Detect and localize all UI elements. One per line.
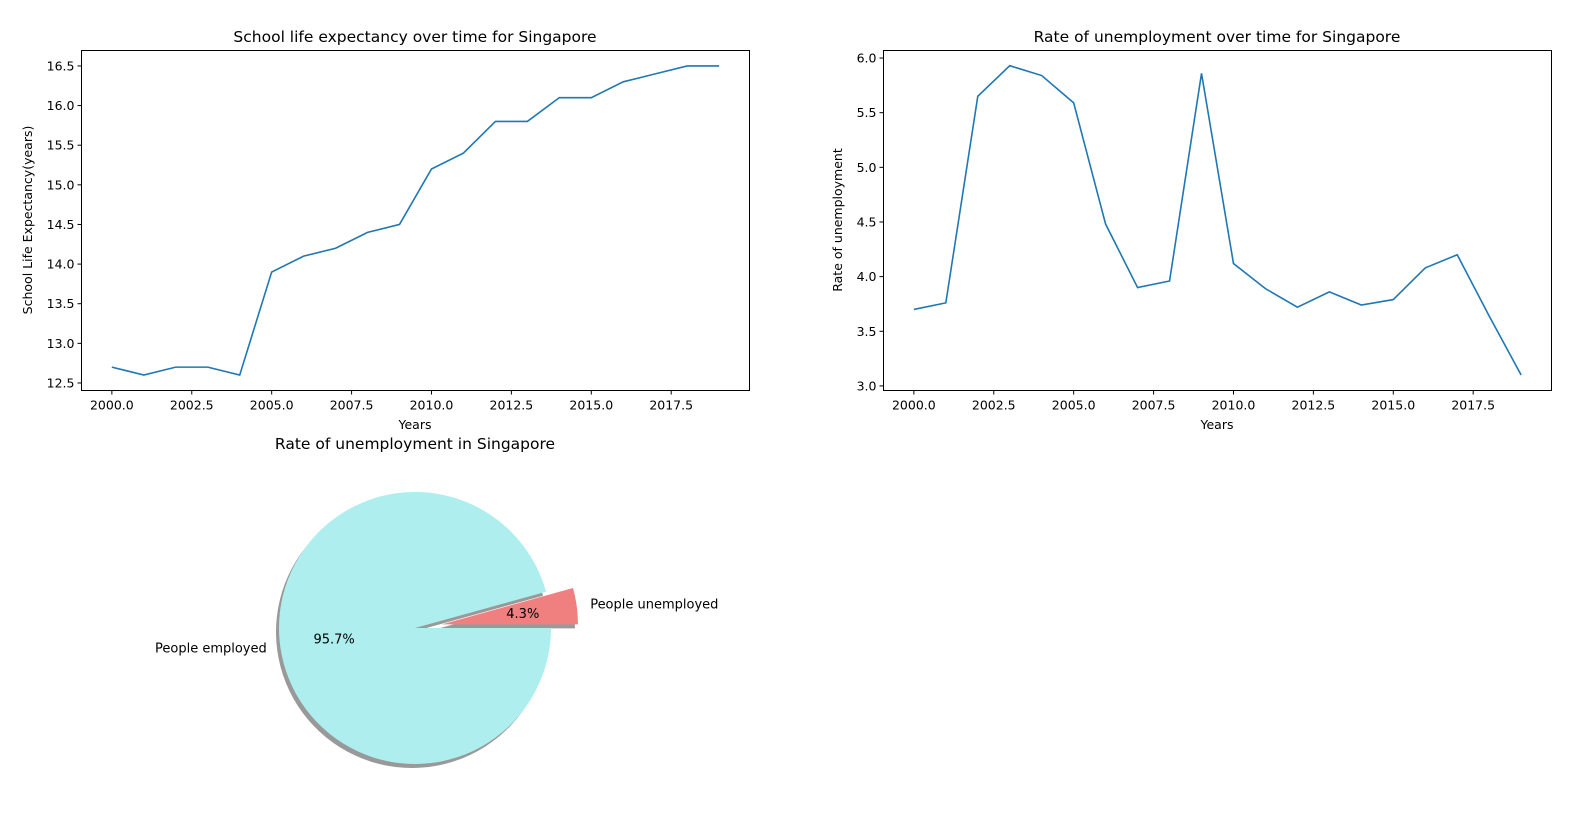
plot-frame [81, 50, 750, 391]
series-line [111, 65, 720, 377]
y-axis-label: Rate of unemployment [830, 148, 845, 292]
y-tick-label: 3.5 [857, 324, 877, 339]
x-tick-label: 2017.5 [649, 398, 693, 413]
y-tick-label: 14.0 [47, 257, 75, 272]
y-tick-label: 15.0 [47, 177, 75, 192]
x-tick-label: 2010.0 [410, 398, 454, 413]
y-tick-label: 13.5 [47, 296, 75, 311]
pie-slice [441, 588, 578, 625]
pie-slice-percent: 95.7% [313, 632, 354, 647]
chart-title: School life expectancy over time for Sin… [233, 28, 596, 46]
y-tick-label: 13.0 [47, 336, 75, 351]
y-axis-ticks: 12.5 13.0 13.5 14.0 14.5 15.0 15.5 16.0 16.5 [47, 58, 82, 390]
y-tick-label: 14.5 [47, 217, 75, 232]
x-tick-label: 2010.0 [1212, 398, 1256, 413]
x-tick-label: 2007.5 [330, 398, 374, 413]
x-tick-label: 2000.0 [90, 398, 134, 413]
y-axis-ticks: 3.0 3.5 4.0 4.5 5.0 5.5 6.0 [857, 51, 884, 393]
x-tick-label: 2002.5 [972, 398, 1016, 413]
y-tick-label: 4.0 [857, 269, 877, 284]
x-tick-label: 2005.0 [250, 398, 294, 413]
x-axis-label: Years [1200, 417, 1234, 432]
pie-slice-label: People employed [155, 642, 267, 657]
y-tick-label: 4.5 [857, 214, 877, 229]
y-tick-label: 3.0 [857, 378, 877, 393]
x-tick-label: 2007.5 [1132, 398, 1176, 413]
plot-frame [883, 50, 1552, 391]
chart-title: Rate of unemployment in Singapore [275, 435, 555, 453]
y-axis-label: School Life Expectancy(years) [20, 126, 35, 315]
chart-title: Rate of unemployment over time for Singa… [1034, 28, 1401, 46]
y-tick-label: 16.0 [47, 98, 75, 113]
x-axis-label: Years [398, 417, 432, 432]
pie-slice [279, 491, 551, 764]
y-tick-label: 15.5 [47, 138, 75, 153]
y-tick-label: 12.5 [47, 375, 75, 390]
x-tick-label: 2002.5 [170, 398, 214, 413]
x-tick-label: 2015.0 [569, 398, 613, 413]
y-tick-label: 6.0 [857, 51, 877, 66]
x-tick-label: 2012.5 [490, 398, 534, 413]
x-tick-label: 2015.0 [1371, 398, 1415, 413]
pie-slices: People unemployed 4.3% People employed 95.7… [155, 491, 718, 768]
school-life-expectancy-chart: School life expectancy over time for Sin… [20, 28, 750, 432]
x-axis-ticks: 2000.0 2002.5 2005.0 2007.5 2010.0 2012.5 2015… [892, 390, 1495, 413]
x-tick-label: 2012.5 [1292, 398, 1336, 413]
y-tick-label: 16.5 [47, 58, 75, 73]
pie-slice-label: People unemployed [590, 598, 718, 613]
unemployment-pie-chart: Rate of unemployment in Singapore People… [155, 435, 718, 768]
x-tick-label: 2005.0 [1052, 398, 1096, 413]
y-tick-label: 5.5 [857, 105, 877, 120]
unemployment-rate-chart: Rate of unemployment over time for Singa… [830, 28, 1552, 432]
y-tick-label: 5.0 [857, 160, 877, 175]
x-tick-label: 2000.0 [892, 398, 936, 413]
pie-slice-percent: 4.3% [506, 607, 539, 622]
x-tick-label: 2017.5 [1451, 398, 1495, 413]
series-line [913, 64, 1522, 376]
x-axis-ticks: 2000.0 2002.5 2005.0 2007.5 2010.0 2012.5 2015… [90, 390, 693, 413]
